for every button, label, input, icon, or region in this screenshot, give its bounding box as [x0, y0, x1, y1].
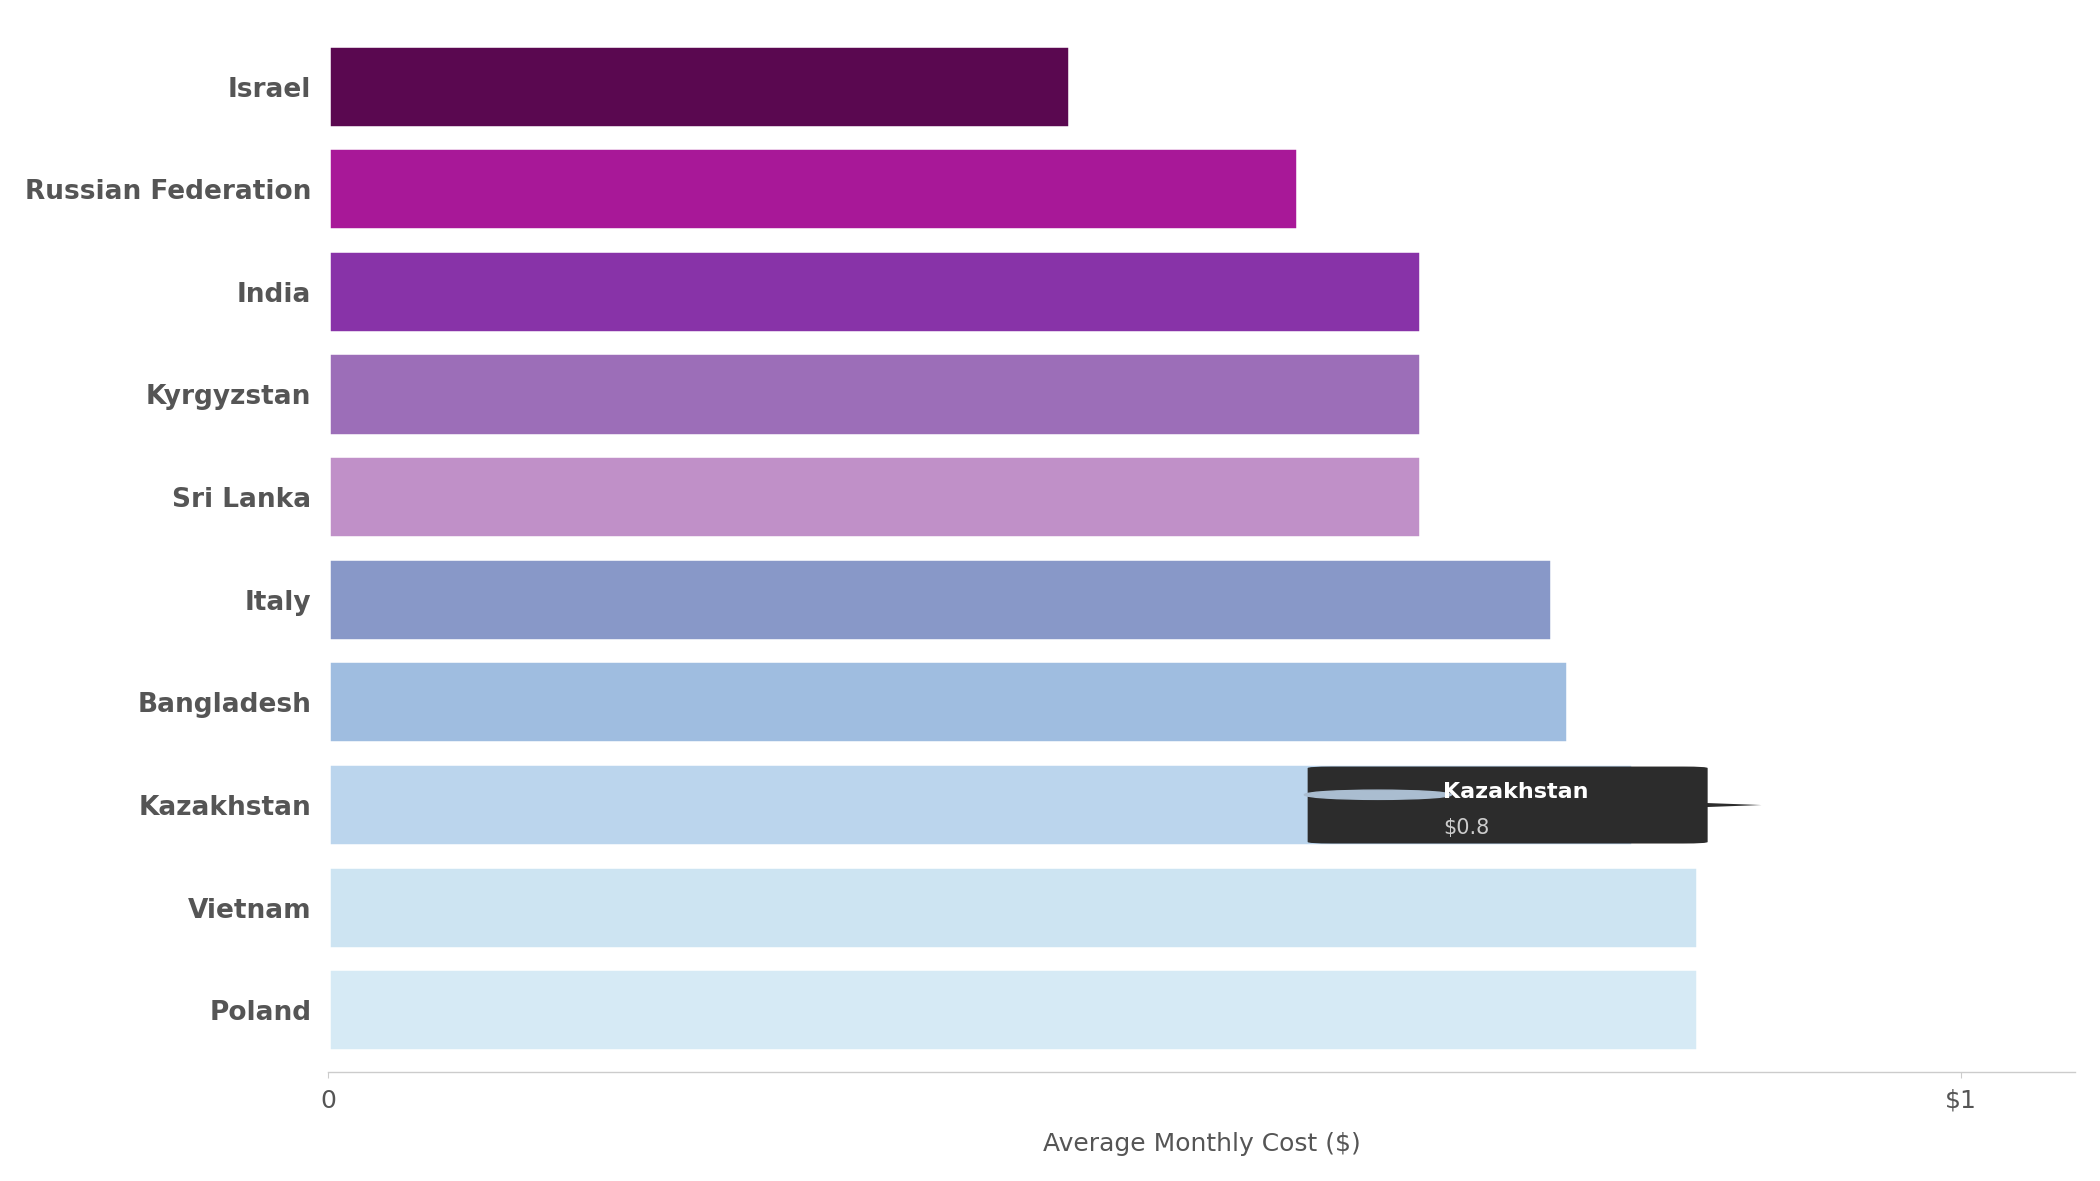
- Bar: [328, 352, 1422, 437]
- Bar: [328, 968, 1699, 1052]
- Text: Kazakhstan: Kazakhstan: [1443, 782, 1590, 802]
- Bar: [328, 45, 1071, 129]
- Text: $0.8: $0.8: [1443, 817, 1489, 837]
- Polygon shape: [1684, 802, 1762, 808]
- Bar: [328, 455, 1422, 540]
- Circle shape: [1304, 790, 1451, 800]
- FancyBboxPatch shape: [1308, 766, 1707, 843]
- Bar: [328, 249, 1422, 334]
- Bar: [328, 763, 1634, 847]
- Bar: [328, 660, 1569, 744]
- Bar: [328, 148, 1300, 231]
- X-axis label: Average Monthly Cost ($): Average Monthly Cost ($): [1042, 1133, 1361, 1156]
- Bar: [328, 557, 1552, 641]
- Bar: [328, 866, 1699, 950]
